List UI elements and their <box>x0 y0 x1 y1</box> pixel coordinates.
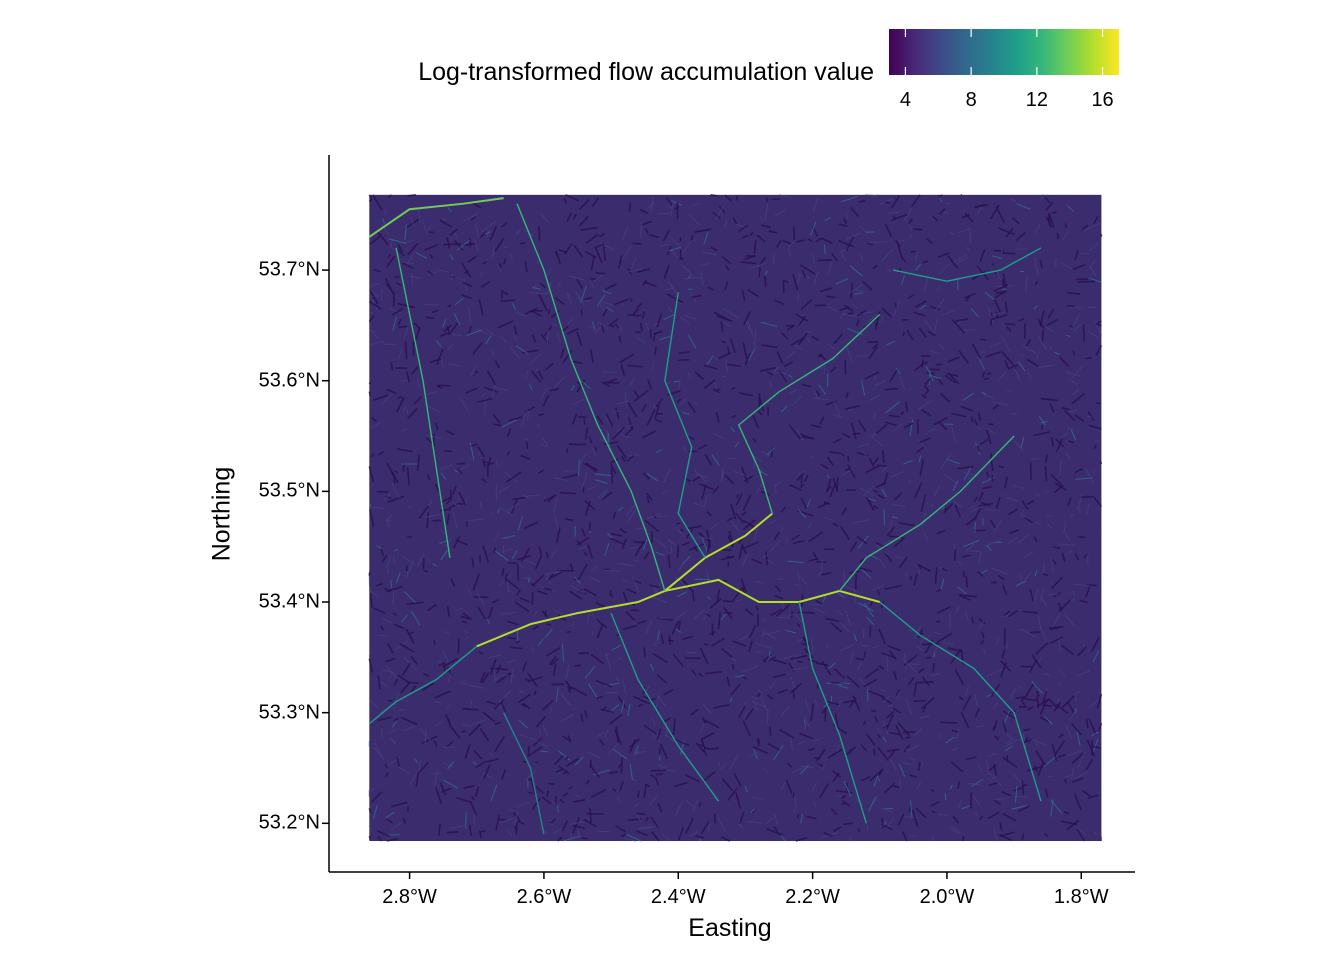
river-channel-14 <box>503 712 545 835</box>
river-channel-7 <box>664 292 706 559</box>
river-channel-8 <box>838 435 1015 592</box>
y-tick-label: 53.4°N <box>258 590 320 613</box>
y-tick-label: 53.2°N <box>258 811 320 834</box>
river-channel-13 <box>893 247 1042 282</box>
x-tick-label: 2.2°W <box>785 886 840 908</box>
river-channel-4 <box>516 203 666 592</box>
legend-tick-label: 4 <box>899 89 911 111</box>
y-tick-label: 53.3°N <box>258 701 320 724</box>
legend-tick-label: 12 <box>1025 89 1048 111</box>
x-tick-label: 2.0°W <box>919 886 975 908</box>
x-tick-label: 1.8°W <box>1053 886 1109 908</box>
legend-tick-label: 8 <box>965 89 977 111</box>
river-channel-12 <box>798 601 868 824</box>
river-channel-3 <box>738 313 881 514</box>
x-tick-label: 2.4°W <box>650 886 706 908</box>
axes <box>322 155 1135 879</box>
legend-colorbar <box>889 29 1119 75</box>
legend-tick-marks <box>904 29 1104 75</box>
river-channel-6 <box>395 247 451 558</box>
x-axis-title: Easting <box>688 914 772 942</box>
x-tick-label: 2.6°W <box>516 886 572 908</box>
river-channel-10 <box>368 645 478 725</box>
y-tick-label: 53.6°N <box>258 369 320 392</box>
y-tick-label: 53.7°N <box>258 258 320 281</box>
flow-accumulation-raster <box>368 194 1103 842</box>
y-tick-label: 53.5°N <box>258 479 320 502</box>
raster-texture <box>368 194 1103 842</box>
river-channel-5 <box>368 197 504 238</box>
legend-title: Log-transformed flow accumulation value <box>418 58 874 86</box>
river-channel-2 <box>664 578 881 604</box>
y-axis-title: Northing <box>207 466 236 562</box>
legend-tick-label: 16 <box>1091 89 1114 111</box>
river-channel-11 <box>610 612 720 802</box>
river-channel-9 <box>879 601 1042 802</box>
river-channel-1 <box>476 512 773 648</box>
x-tick-label: 2.8°W <box>382 886 437 908</box>
